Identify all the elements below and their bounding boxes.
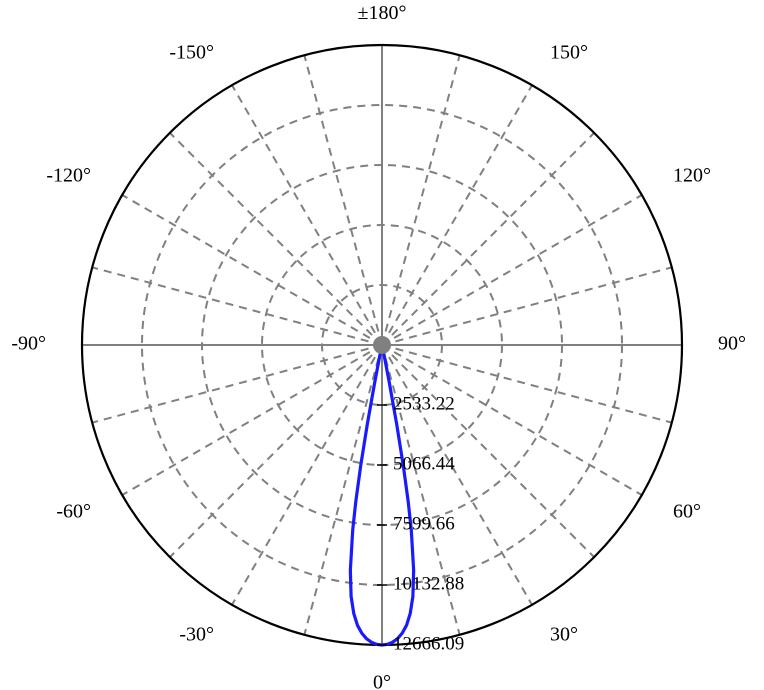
angle-label: 60° [673,501,701,523]
radial-label: 12666.09 [393,633,464,654]
angle-label: 120° [673,165,711,187]
polar-chart: 2533.22 5066.44 7599.66 10132.88 12666.090° 3… [0,0,764,690]
angle-label: -60° [56,501,91,523]
radial-label: 10132.88 [393,573,464,594]
radial-label: 5066.44 [393,453,455,474]
angle-label: 90° [718,333,746,355]
angle-label: ±180° [358,2,407,24]
angle-label: 0° [373,672,391,690]
center-group [373,336,391,354]
angle-label: -30° [179,624,214,646]
angle-label: 30° [550,624,578,646]
center-dot [373,336,391,354]
angle-label: -150° [169,42,214,64]
angle-label: -120° [46,165,91,187]
radial-label: 2533.22 [393,393,455,414]
angle-label: 150° [550,42,588,64]
radial-label: 7599.66 [393,513,455,534]
angle-label: -90° [11,333,46,355]
